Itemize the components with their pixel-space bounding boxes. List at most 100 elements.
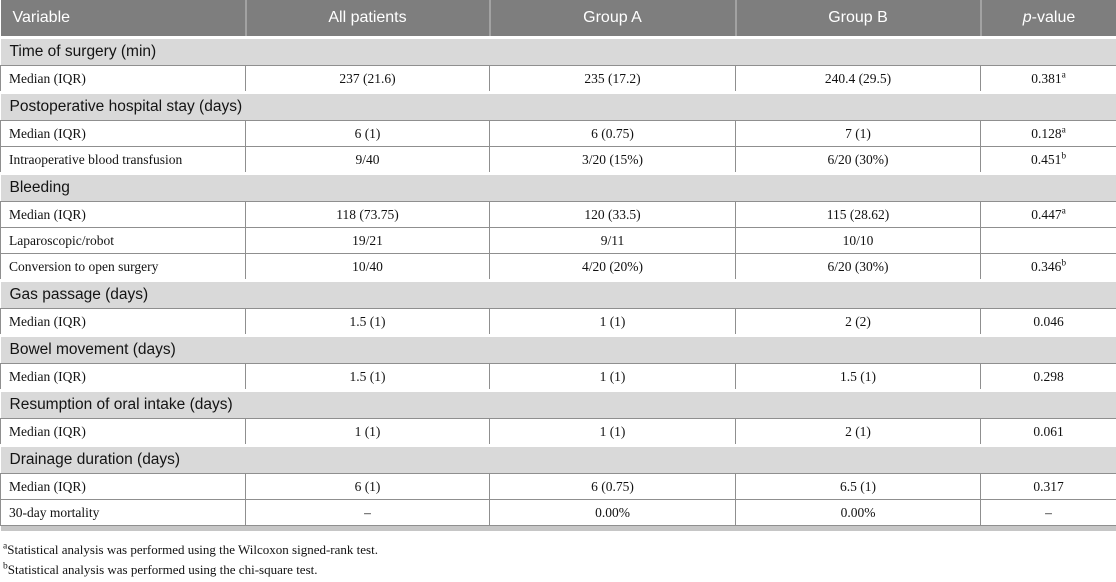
section-row: Postoperative hospital stay (days): [0, 91, 1116, 121]
column-header-variable: Variable: [0, 0, 247, 38]
value-cell: 0.128a: [980, 120, 1116, 147]
cell-text: 118 (73.75): [336, 206, 399, 222]
column-header-p-value: p-value: [980, 0, 1116, 38]
variable-cell: Median (IQR): [0, 120, 246, 147]
cell-text: 1 (1): [354, 423, 381, 439]
footnote-marker: b: [3, 561, 8, 572]
cell-text: Median (IQR): [9, 70, 86, 86]
cell-text: 6 (0.75): [591, 478, 634, 494]
value-cell: 1 (1): [489, 363, 736, 391]
cell-text: 0.00%: [595, 504, 630, 520]
cell-text: 10/10: [842, 232, 874, 248]
cell-text: 6.5 (1): [840, 478, 876, 494]
variable-cell: Intraoperative blood transfusion: [0, 146, 246, 174]
variable-cell: Median (IQR): [0, 65, 246, 93]
value-cell: 1 (1): [245, 418, 490, 446]
cell-text: –: [364, 504, 371, 520]
variable-cell: Conversion to open surgery: [0, 253, 246, 281]
cell-text: 0.451: [1030, 151, 1062, 167]
value-cell: 10/40: [245, 253, 490, 281]
cell-text: 235 (17.2): [584, 70, 641, 86]
table-row: Median (IQR) 118 (73.75) 120 (33.5) 115 (28…: [0, 201, 1116, 228]
table-row: Median (IQR) 237 (21.6) 235 (17.2) 240.4 (2…: [0, 65, 1116, 93]
value-cell: 118 (73.75): [245, 201, 490, 228]
cell-text: 1.5 (1): [349, 313, 386, 329]
section-label: Resumption of oral intake (days): [0, 389, 1116, 419]
column-header-label: -value: [1031, 9, 1076, 26]
column-header-all-patients: All patients: [245, 0, 491, 38]
value-cell: 0.317: [980, 473, 1116, 500]
table-row: Intraoperative blood transfusion 9/40 3/20…: [0, 146, 1116, 174]
section-label: Time of surgery (min): [0, 36, 1116, 66]
value-cell: 19/21: [245, 227, 490, 254]
value-cell: 10/10: [735, 227, 981, 254]
footnote-marker: a: [1061, 125, 1066, 135]
footnotes: aStatistical analysis was performed usin…: [0, 540, 1116, 580]
cell-text: 120 (33.5): [584, 206, 641, 222]
value-cell: 237 (21.6): [245, 65, 490, 93]
cell-text: 1.5 (1): [840, 368, 876, 384]
table-row: Median (IQR) 1.5 (1) 1 (1) 2 (2) 0.046: [0, 308, 1116, 336]
cell-text: 30-day mortality: [9, 504, 100, 520]
cell-text: 0.00%: [840, 504, 876, 520]
value-cell: 0.046: [980, 308, 1116, 336]
table-row: Median (IQR) 6 (1) 6 (0.75) 7 (1) 0.128a: [0, 120, 1116, 147]
cell-text: Laparoscopic/robot: [9, 232, 114, 248]
cell-text: 0.061: [1033, 423, 1064, 439]
value-cell: 2 (1): [735, 418, 981, 446]
cell-text: 9/11: [600, 232, 625, 248]
section-label: Postoperative hospital stay (days): [0, 91, 1116, 121]
value-cell: 6 (1): [245, 473, 490, 500]
value-cell: 1 (1): [489, 308, 736, 336]
value-cell: 3/20 (15%): [489, 146, 736, 174]
cell-text: Intraoperative blood transfusion: [9, 151, 183, 167]
value-cell: 7 (1): [735, 120, 981, 147]
value-cell: 115 (28.62): [735, 201, 981, 228]
variable-cell: Laparoscopic/robot: [0, 227, 246, 254]
cell-text: 4/20 (20%): [581, 258, 644, 274]
variable-cell: Median (IQR): [0, 201, 246, 228]
cell-text: 6 (1): [354, 125, 381, 141]
value-cell: 0.00%: [735, 499, 981, 526]
value-cell: 6/20 (30%): [735, 146, 981, 174]
section-row: Drainage duration (days): [0, 444, 1116, 474]
value-cell: 0.346b: [980, 253, 1116, 281]
value-cell: 1 (1): [489, 418, 736, 446]
cell-text: 1 (1): [599, 313, 626, 329]
table-row: Median (IQR) 6 (1) 6 (0.75) 6.5 (1) 0.317: [0, 473, 1116, 500]
section-row: Bleeding: [0, 172, 1116, 202]
value-cell: 240.4 (29.5): [735, 65, 981, 93]
value-cell: 120 (33.5): [489, 201, 736, 228]
cell-text: 19/21: [352, 232, 383, 248]
value-cell: –: [245, 499, 490, 526]
footnote-text: Statistical analysis was performed using…: [7, 542, 378, 557]
value-cell: 2 (2): [735, 308, 981, 336]
value-cell: 0.381a: [980, 65, 1116, 93]
cell-text: 1 (1): [599, 368, 626, 384]
cell-text: Median (IQR): [9, 206, 86, 222]
cell-text: 9/40: [355, 151, 380, 167]
p-value-italic-p: p: [1022, 9, 1032, 26]
value-cell: 0.451b: [980, 146, 1116, 174]
section-row: Resumption of oral intake (days): [0, 389, 1116, 419]
footnote-line: aStatistical analysis was performed usin…: [3, 540, 1116, 560]
cell-text: Median (IQR): [9, 423, 86, 439]
cell-text: 115 (28.62): [826, 206, 890, 222]
cell-text: 7 (1): [845, 125, 871, 141]
value-cell: 1.5 (1): [735, 363, 981, 391]
value-cell: 6 (1): [245, 120, 490, 147]
footnote-marker: a: [1061, 206, 1066, 216]
section-label: Drainage duration (days): [0, 444, 1116, 474]
cell-text: 3/20 (15%): [581, 151, 644, 167]
cell-text: Median (IQR): [9, 313, 86, 329]
column-header-group-a: Group A: [489, 0, 737, 38]
variable-cell: 30-day mortality: [0, 499, 246, 526]
footnote-text: Statistical analysis was performed using…: [7, 562, 318, 577]
cell-text: Median (IQR): [9, 478, 86, 494]
value-cell: 235 (17.2): [489, 65, 736, 93]
cell-text: 237 (21.6): [339, 70, 396, 86]
cell-text: 1.5 (1): [349, 368, 386, 384]
cell-text: 10/40: [352, 258, 383, 274]
cell-text: 6/20 (30%): [827, 258, 889, 274]
